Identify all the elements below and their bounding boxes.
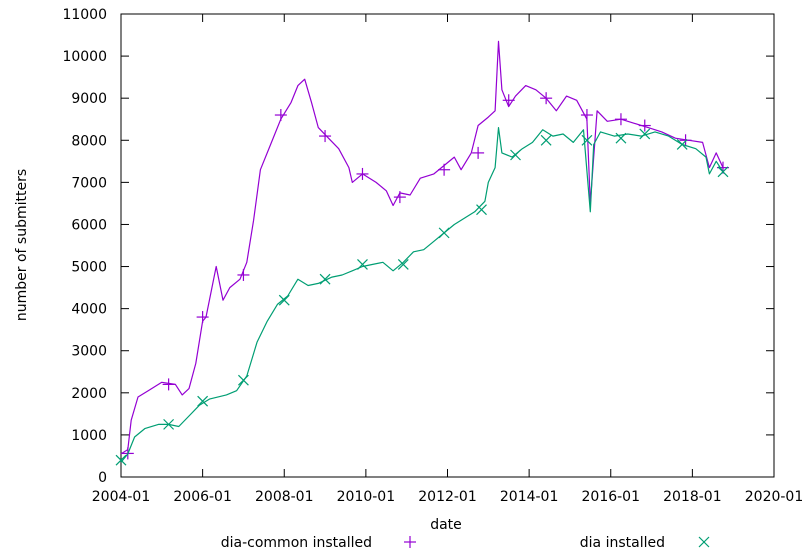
- y-tick-label: 7000: [71, 175, 107, 191]
- data-point-plus-marker: [274, 109, 287, 122]
- y-tick-label: 8000: [71, 133, 107, 149]
- data-point-cross-marker: [238, 374, 249, 386]
- x-tick-label: 2020-01: [745, 489, 804, 505]
- legend: dia-common installed dia installed: [221, 535, 710, 551]
- legend-label-dia-common: dia-common installed: [221, 535, 372, 551]
- data-point-plus-marker: [580, 109, 593, 122]
- x-tick-label: 2010-01: [337, 489, 396, 505]
- data-point-cross-marker: [115, 454, 127, 466]
- y-axis: 0 1000 2000 3000 4000 5000 6000 7000 8000 9000 100…: [62, 7, 774, 486]
- data-point-plus-marker: [237, 268, 250, 281]
- data-point-cross-marker: [163, 418, 175, 430]
- x-tick-label: 2008-01: [255, 489, 314, 505]
- x-tick-label: 2004-01: [92, 489, 151, 505]
- legend-cross-icon: [698, 536, 710, 548]
- x-axis: 2004-01 2006-01 2008-01 2010-01 2012-01 2014-…: [92, 14, 804, 505]
- data-point-plus-marker: [540, 92, 553, 105]
- series-line: [120, 127, 724, 463]
- series-dia-common-installed: [120, 40, 729, 460]
- data-point-plus-marker: [393, 191, 406, 204]
- legend-label-dia: dia installed: [580, 535, 665, 551]
- plot-frame: [120, 13, 775, 478]
- legend-cross-marker: [698, 536, 710, 548]
- data-point-cross-marker: [278, 294, 290, 306]
- data-point-cross-marker: [357, 259, 368, 270]
- data-point-plus-marker: [438, 163, 451, 176]
- data-point-cross-marker: [438, 227, 450, 239]
- data-point-plus-marker: [502, 94, 515, 107]
- data-point-cross-marker: [639, 128, 651, 140]
- data-point-plus-marker: [472, 146, 485, 159]
- x-tick-label: 2018-01: [663, 489, 722, 505]
- data-point-cross-marker: [615, 132, 627, 144]
- legend-plus-marker: [404, 536, 416, 548]
- x-tick-label: 2016-01: [582, 489, 641, 505]
- y-tick-label: 1000: [71, 428, 107, 444]
- series-line: [120, 40, 724, 455]
- y-tick-label: 3000: [71, 344, 107, 360]
- y-tick-label: 4000: [71, 302, 107, 318]
- data-point-cross-marker: [676, 139, 688, 150]
- data-point-plus-marker: [319, 130, 332, 143]
- data-point-cross-marker: [540, 134, 552, 146]
- data-point-plus-marker: [196, 311, 209, 324]
- data-point-cross-marker: [510, 149, 521, 161]
- series-layer: [115, 40, 729, 466]
- data-point-cross-marker: [476, 204, 487, 216]
- x-axis-title: date: [430, 517, 462, 533]
- legend-plus-icon: [404, 536, 416, 548]
- y-tick-label: 11000: [62, 7, 107, 23]
- data-point-cross-marker: [717, 166, 729, 178]
- data-point-cross-marker: [197, 395, 209, 407]
- y-tick-label: 0: [98, 470, 107, 486]
- y-axis-title: number of submitters: [14, 169, 30, 321]
- y-tick-label: 6000: [71, 217, 107, 233]
- data-point-plus-marker: [356, 167, 369, 180]
- data-point-cross-marker: [581, 134, 593, 146]
- y-tick-label: 10000: [62, 49, 107, 65]
- data-point-cross-marker: [397, 259, 409, 270]
- data-point-plus-marker: [162, 378, 175, 391]
- y-tick-label: 9000: [71, 91, 107, 107]
- y-tick-label: 2000: [71, 386, 107, 402]
- series-dia-installed: [115, 127, 729, 466]
- x-tick-label: 2014-01: [500, 489, 559, 505]
- y-tick-label: 5000: [71, 260, 107, 276]
- data-point-plus-marker: [614, 113, 627, 126]
- data-point-cross-marker: [319, 273, 331, 285]
- x-tick-label: 2006-01: [173, 489, 232, 505]
- data-point-plus-marker: [638, 119, 651, 132]
- x-tick-label: 2012-01: [418, 489, 477, 505]
